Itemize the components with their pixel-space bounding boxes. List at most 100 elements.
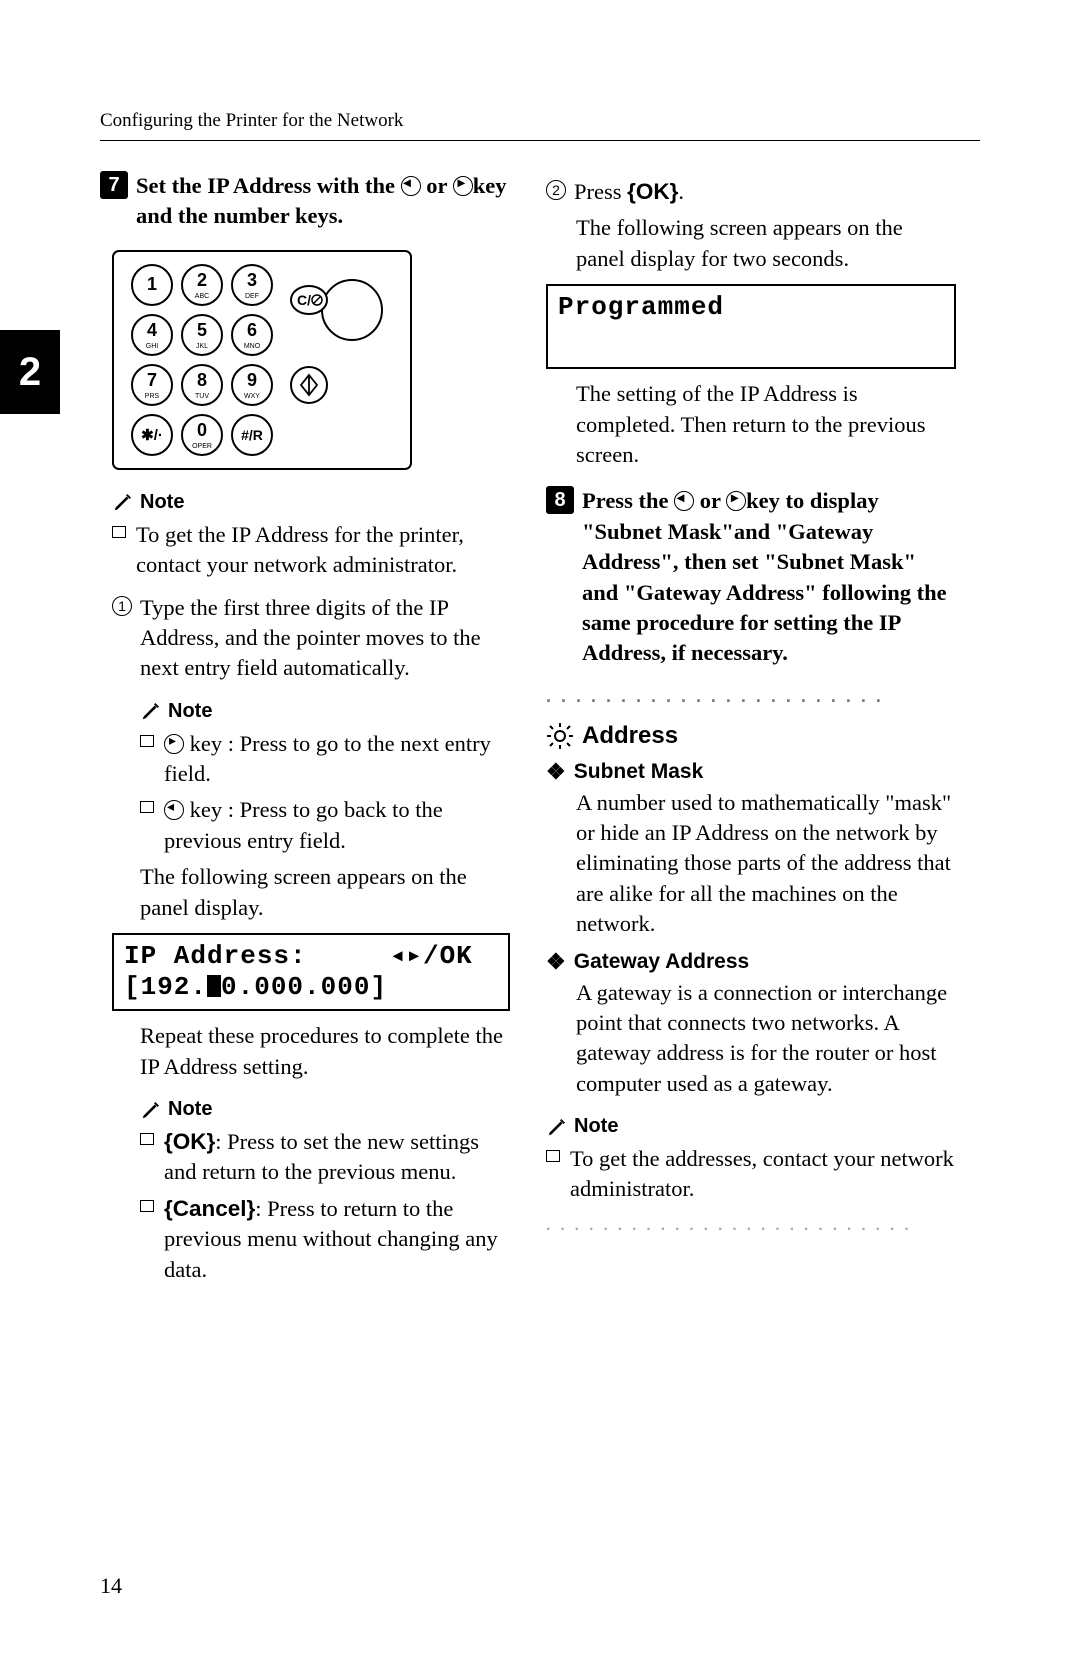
left-arrow-icon <box>401 176 421 196</box>
substep-2-num: 2 <box>546 180 566 200</box>
lcd-ip-address: IP Address: ◂▸/OK [192.0.000.000] <box>112 933 510 1011</box>
step-8-text-a: Press the <box>582 488 674 513</box>
step-7-text-a: Set the IP Address with the <box>136 173 401 198</box>
svg-text:GHI: GHI <box>146 343 159 350</box>
diamond-icon: ❖ <box>546 951 566 973</box>
subnet-mask-def: A number used to mathematically "mask" o… <box>576 788 956 940</box>
diamond-icon: ❖ <box>546 761 566 783</box>
page: 2 Configuring the Printer for the Networ… <box>0 0 1080 1669</box>
sun-icon <box>546 722 574 750</box>
bullet-icon <box>140 801 154 813</box>
pencil-icon <box>140 700 162 722</box>
subnet-mask-head: ❖ Subnet Mask <box>546 760 956 784</box>
pencil-icon <box>546 1116 568 1138</box>
note-3-label: Note <box>168 1098 212 1121</box>
repeat-text: Repeat these procedures to complete the … <box>140 1021 510 1082</box>
note-4-head: Note <box>546 1115 956 1138</box>
svg-text:DEF: DEF <box>245 293 259 300</box>
bullet-icon <box>140 1133 154 1145</box>
step-8-text-b: or <box>694 488 726 513</box>
bullet-icon <box>546 1150 560 1162</box>
svg-text:0: 0 <box>197 420 207 440</box>
ok-key: {OK} <box>164 1129 215 1154</box>
lcd-line2-prefix: [192. <box>124 972 207 1002</box>
note-3-cancel-wrap: {Cancel}: Press to return to the previou… <box>164 1194 510 1285</box>
gateway-def: A gateway is a connection or interchange… <box>576 978 956 1100</box>
note-2-label: Note <box>168 700 212 723</box>
tip-heading: Address <box>546 722 956 750</box>
substep-1-num: 1 <box>112 596 132 616</box>
lcd-programmed: Programmed <box>546 284 956 369</box>
step-7: 7 Set the IP Address with the or key and… <box>100 171 510 232</box>
note-1-head: Note <box>112 491 510 514</box>
dotted-separator-top: ······················· <box>546 691 956 712</box>
lcd-cursor <box>207 975 221 997</box>
svg-text:8: 8 <box>197 370 207 390</box>
note-1-item: To get the IP Address for the printer, c… <box>112 520 510 581</box>
svg-text:TUV: TUV <box>195 393 209 400</box>
keypad-diagram: 1 2ABC 3DEF C/ 4GHI 5JKL 6MNO 7PRS 8TUV <box>112 250 412 475</box>
svg-text:✱/·: ✱/· <box>141 427 163 444</box>
left-column: 7 Set the IP Address with the or key and… <box>100 165 510 1291</box>
step-8-text-c: key to display "Subnet Mask"and "Gateway… <box>582 488 947 665</box>
running-head: Configuring the Printer for the Network <box>100 110 980 132</box>
svg-text:2: 2 <box>197 270 207 290</box>
ok-key: {OK} <box>627 179 678 204</box>
svg-text:3: 3 <box>247 270 257 290</box>
note-2-item-b: key : Press to go back to the previous e… <box>140 795 510 856</box>
substep-1: 1 Type the first three digits of the IP … <box>112 593 510 684</box>
svg-text:JKL: JKL <box>196 343 208 350</box>
note-2-text-a-body: key : Press to go to the next entry fiel… <box>164 731 491 786</box>
keypad-svg: 1 2ABC 3DEF C/ 4GHI 5JKL 6MNO 7PRS 8TUV <box>112 250 412 470</box>
left-arrow-icon <box>674 491 694 511</box>
svg-text:5: 5 <box>197 320 207 340</box>
right-column: 2 Press {OK}. The following screen appea… <box>546 165 956 1291</box>
right-arrow-icon <box>453 176 473 196</box>
chapter-tab: 2 <box>0 330 60 414</box>
note-2-item-a: key : Press to go to the next entry fiel… <box>140 729 510 790</box>
pencil-icon <box>112 491 134 513</box>
step-7-text-b: or <box>421 173 453 198</box>
substep-2-press: Press <box>574 179 627 204</box>
bullet-icon <box>112 526 126 538</box>
svg-text:OPER: OPER <box>192 443 212 450</box>
gateway-label: Gateway Address <box>574 950 749 974</box>
svg-text:9: 9 <box>247 370 257 390</box>
note-3-item-cancel: {Cancel}: Press to return to the previou… <box>140 1194 510 1285</box>
note-3-head: Note <box>140 1098 510 1121</box>
content-columns: 7 Set the IP Address with the or key and… <box>100 165 980 1291</box>
svg-text:1: 1 <box>147 274 157 294</box>
right-arrow-icon <box>164 734 184 754</box>
substep-2-text: Press {OK}. <box>574 177 684 207</box>
note-2-head: Note <box>140 700 510 723</box>
bullet-icon <box>140 1200 154 1212</box>
note-4-text: To get the addresses, contact your netwo… <box>570 1144 956 1205</box>
step-7-text: Set the IP Address with the or key and t… <box>136 171 510 232</box>
step-8-text: Press the or key to display "Subnet Mask… <box>582 486 956 668</box>
note-3-ok-wrap: {OK}: Press to set the new settings and … <box>164 1127 510 1188</box>
panel-intro: The following screen appears on the pane… <box>140 862 510 923</box>
svg-text:C/: C/ <box>297 292 311 308</box>
step-7-badge: 7 <box>100 171 128 199</box>
header-rule <box>100 140 980 141</box>
svg-text:ABC: ABC <box>195 293 209 300</box>
step-8: 8 Press the or key to display "Subnet Ma… <box>546 486 956 668</box>
right-arrow-icon <box>726 491 746 511</box>
note-2-text-b-body: key : Press to go back to the previous e… <box>164 797 443 852</box>
note-2-text-b: key : Press to go back to the previous e… <box>164 795 510 856</box>
cancel-key: {Cancel} <box>164 1196 255 1221</box>
tip-heading-text: Address <box>582 722 678 750</box>
svg-text:6: 6 <box>247 320 257 340</box>
svg-text:PRS: PRS <box>145 393 160 400</box>
step-8-badge: 8 <box>546 486 574 514</box>
note-1-text: To get the IP Address for the printer, c… <box>136 520 510 581</box>
lcd-line2-suffix: 0.000.000] <box>221 972 387 1002</box>
substep-1-text: Type the first three digits of the IP Ad… <box>140 593 510 684</box>
pencil-icon <box>140 1099 162 1121</box>
page-number: 14 <box>100 1573 122 1599</box>
svg-text:MNO: MNO <box>244 343 261 350</box>
note-2-text-a: key : Press to go to the next entry fiel… <box>164 729 510 790</box>
completed-text: The setting of the IP Address is complet… <box>576 379 956 470</box>
lcd-line1-left: IP Address: <box>124 941 307 971</box>
note-3-item-ok: {OK}: Press to set the new settings and … <box>140 1127 510 1188</box>
